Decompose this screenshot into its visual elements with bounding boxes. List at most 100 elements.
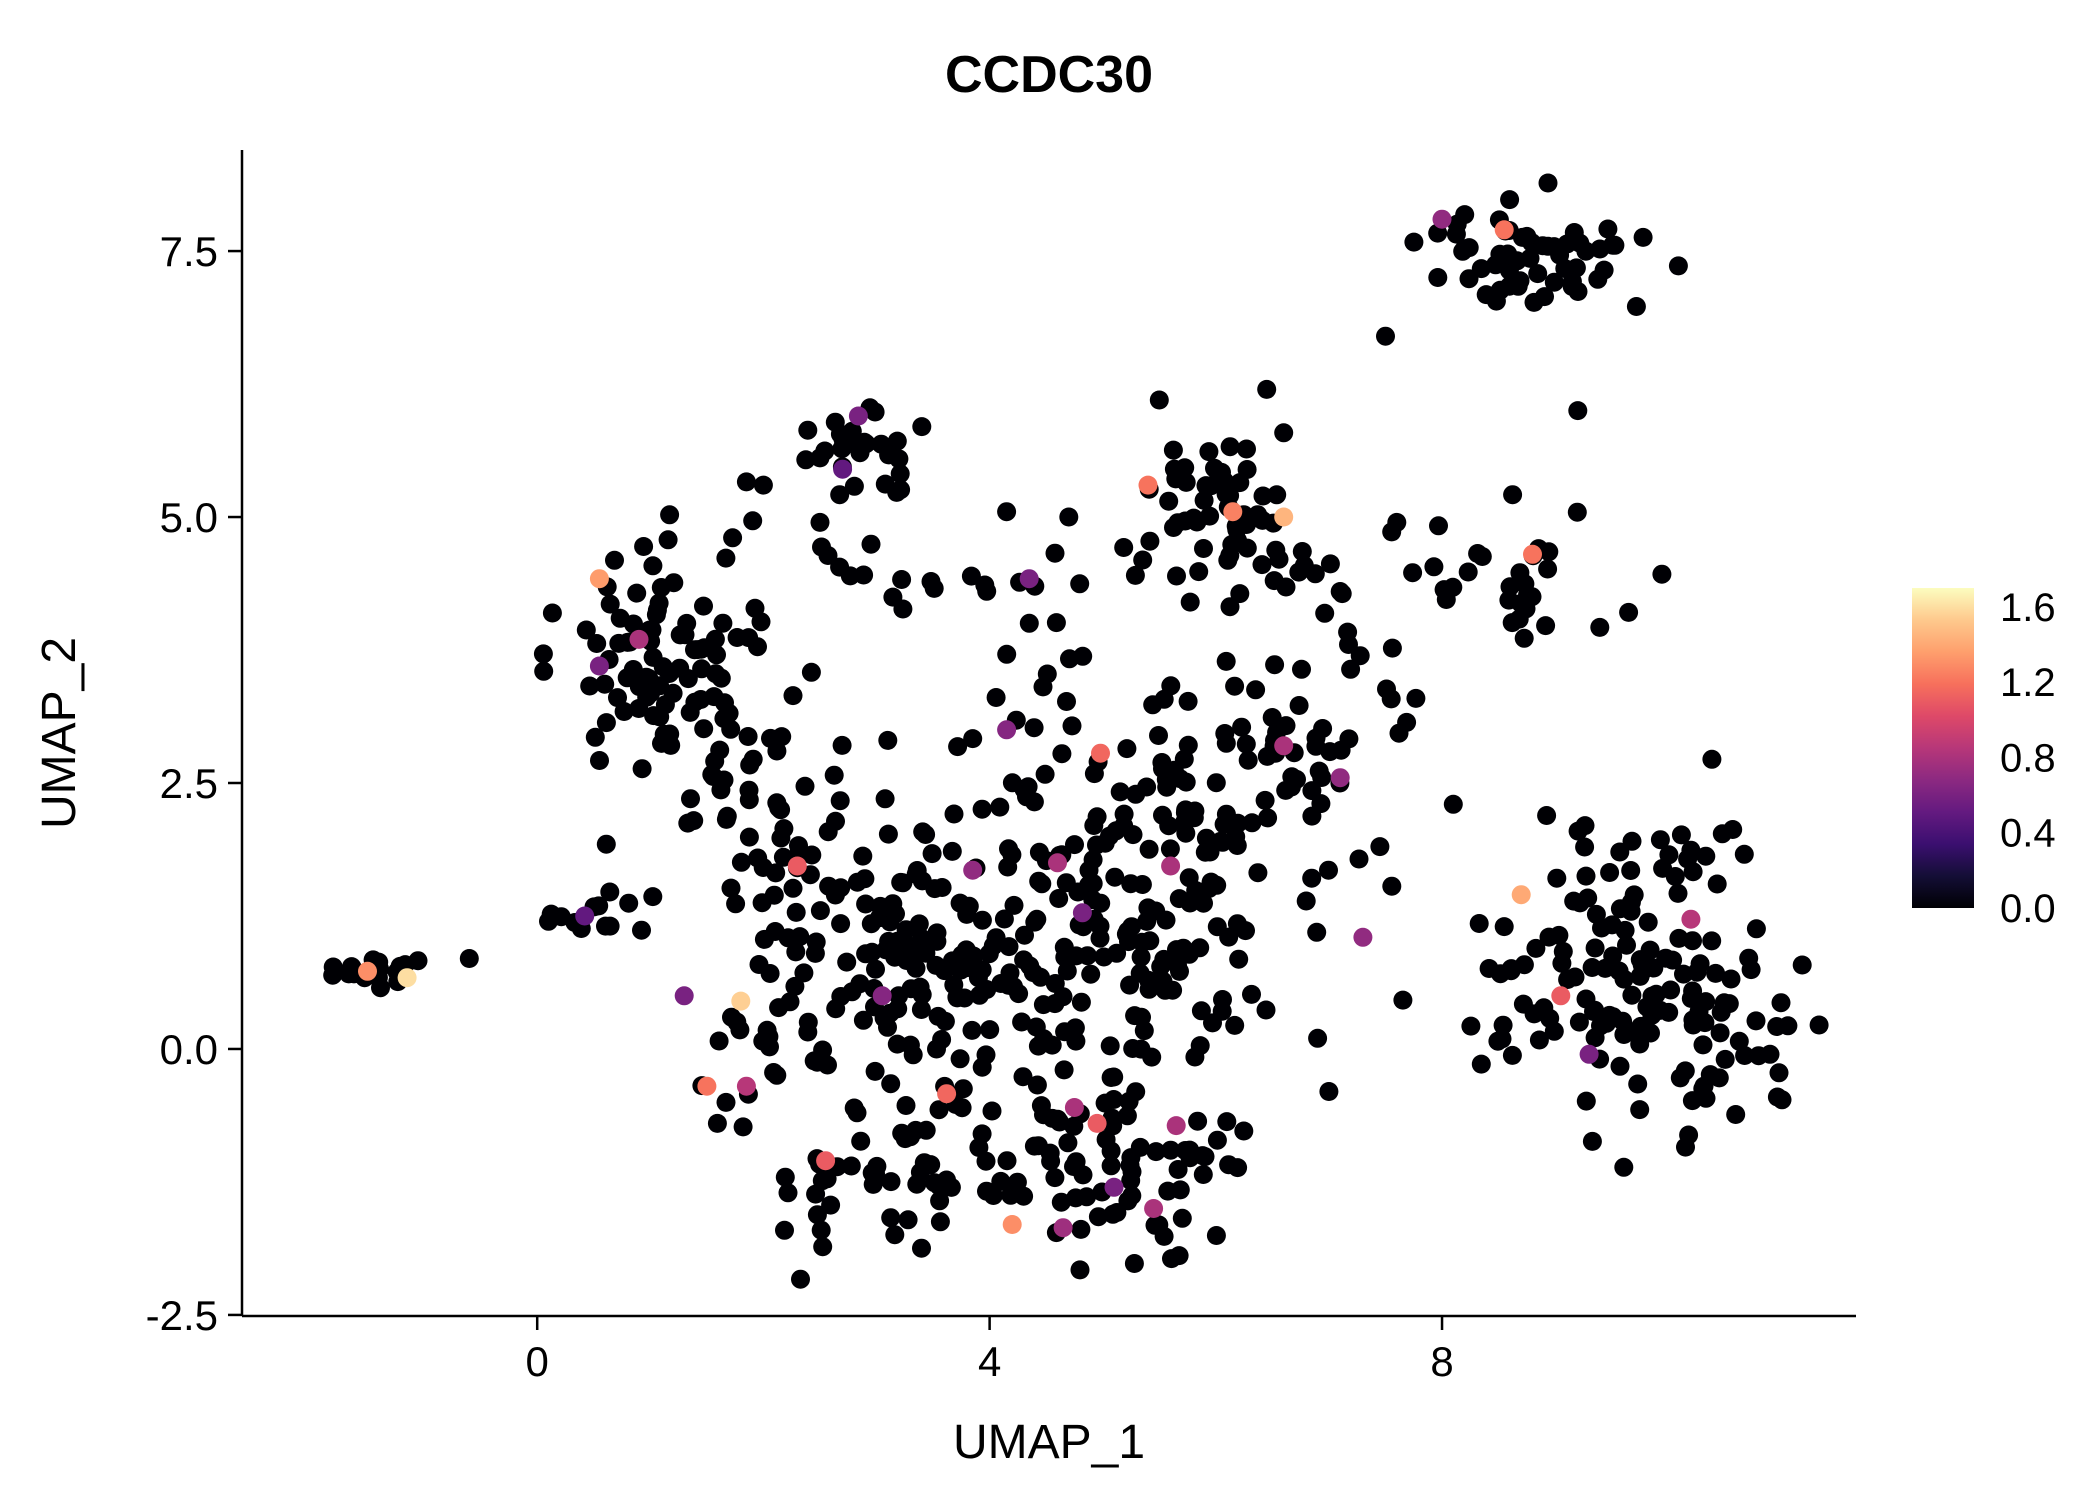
data-point — [1255, 790, 1275, 810]
data-point — [906, 943, 926, 963]
data-point — [957, 958, 977, 978]
data-point — [901, 979, 921, 999]
data-point — [1626, 297, 1646, 316]
data-point — [1289, 562, 1309, 582]
data-point — [1230, 584, 1250, 604]
data-point — [1194, 893, 1213, 913]
data-point — [1196, 476, 1216, 496]
data-point — [963, 729, 983, 749]
data-point — [1102, 1108, 1122, 1128]
expressing-cell-point — [1161, 856, 1181, 876]
data-point — [1382, 876, 1402, 896]
data-point — [1064, 1157, 1083, 1176]
data-point — [1621, 861, 1641, 880]
data-point — [1149, 726, 1168, 745]
data-point — [1382, 638, 1402, 658]
data-point — [824, 765, 844, 785]
data-point — [1597, 1013, 1616, 1033]
data-point — [753, 475, 773, 495]
data-point — [1051, 1192, 1071, 1212]
data-point — [339, 964, 359, 984]
data-point — [709, 1031, 729, 1051]
data-point — [1458, 562, 1478, 582]
expressing-cell-point — [1048, 853, 1067, 873]
data-point — [1569, 1012, 1589, 1032]
data-point — [810, 512, 830, 532]
data-point — [1194, 490, 1214, 510]
data-point — [991, 1171, 1011, 1191]
data-point — [977, 581, 997, 601]
expressing-cell-point — [1002, 1215, 1022, 1234]
data-point — [1508, 276, 1528, 296]
colorbar-tick-label: 0.0 — [2000, 887, 2056, 931]
y-tick-label: 0.0 — [160, 1026, 218, 1073]
data-point — [1566, 230, 1586, 250]
data-point — [778, 1183, 798, 1203]
data-point — [596, 834, 616, 854]
data-point — [1213, 990, 1232, 1009]
data-point — [896, 1096, 916, 1115]
data-point — [1161, 1140, 1181, 1160]
data-point — [921, 572, 941, 591]
data-point — [1610, 842, 1630, 862]
data-point — [1153, 971, 1173, 991]
data-point — [1133, 550, 1153, 570]
expressing-cell-point — [697, 1076, 717, 1096]
data-point — [1157, 777, 1177, 797]
data-point — [739, 790, 759, 810]
data-point — [1172, 1208, 1192, 1228]
expressing-cell-point — [1072, 903, 1092, 923]
data-point — [1071, 1219, 1091, 1239]
data-point — [1659, 845, 1679, 865]
data-point — [643, 887, 663, 907]
data-point — [1094, 947, 1114, 967]
data-point — [886, 904, 905, 924]
data-point — [861, 914, 881, 934]
data-point — [623, 660, 643, 679]
data-point — [1276, 716, 1296, 736]
data-point — [1228, 1158, 1248, 1178]
data-point — [1206, 1226, 1226, 1245]
data-point — [1114, 538, 1134, 557]
data-point — [716, 1092, 736, 1112]
data-point — [1110, 782, 1130, 802]
data-point — [1056, 873, 1076, 893]
data-point — [928, 1006, 948, 1026]
data-point — [539, 911, 558, 931]
data-point — [1552, 953, 1572, 973]
data-point — [1105, 867, 1125, 887]
expressing-cell-point — [1087, 1113, 1107, 1133]
data-point — [1117, 1106, 1137, 1126]
data-point — [786, 942, 806, 962]
data-point — [1154, 689, 1174, 709]
data-point — [1538, 173, 1558, 193]
data-point — [783, 878, 803, 898]
data-point — [694, 596, 713, 616]
data-point — [1149, 1215, 1169, 1235]
expressing-cell-point — [1353, 927, 1373, 947]
data-point — [1721, 969, 1741, 989]
data-point — [911, 1000, 931, 1019]
data-point — [881, 1172, 901, 1192]
data-point — [1052, 744, 1072, 764]
y-tick-label: 7.5 — [160, 228, 218, 275]
data-point — [1125, 1006, 1145, 1026]
data-point — [1537, 806, 1557, 825]
data-point — [1609, 961, 1629, 981]
data-point — [942, 841, 962, 861]
data-point — [1164, 518, 1183, 537]
data-point — [811, 1220, 831, 1240]
data-point — [888, 999, 908, 1019]
data-point — [969, 1138, 989, 1157]
data-point — [627, 583, 647, 603]
data-point — [647, 600, 667, 620]
data-point — [1146, 1142, 1166, 1162]
data-point — [739, 827, 759, 847]
expressing-cell-point — [1064, 1098, 1084, 1117]
data-point — [887, 1034, 907, 1054]
data-point — [1252, 555, 1272, 575]
y-axis-label: UMAP_2 — [33, 637, 86, 829]
data-point — [1079, 860, 1099, 880]
data-point — [1009, 984, 1029, 1004]
